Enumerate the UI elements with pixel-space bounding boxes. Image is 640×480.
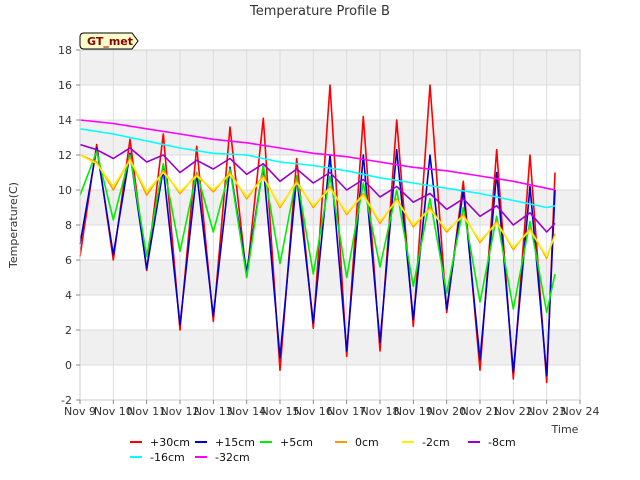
legend-item--2cm: -2cm [402,436,450,449]
y-tick-label: 2 [65,324,72,337]
x-tick-label: Nov 9 [64,405,96,418]
x-tick-label: Nov 13 [194,405,233,418]
legend-label: -16cm [150,451,185,464]
x-tick-label: Nov 22 [494,405,533,418]
x-tick-label: Nov 15 [261,405,300,418]
legend-label: -8cm [488,436,516,449]
plot-band [80,330,580,365]
y-tick-label: 10 [58,184,72,197]
series-line--2cm [79,154,556,258]
x-tick-label: Nov 16 [294,405,333,418]
x-tick-label: Nov 12 [161,405,200,418]
y-tick-label: 6 [65,254,72,267]
badge-box [79,32,139,50]
y-tick-label: -2 [61,394,72,407]
y-axis-title: Temperature(C) [7,182,20,269]
series-line--32cm [79,119,556,191]
x-tick-label: Nov 11 [127,405,166,418]
legend: +30cm +15cm +5cm 0cm -2cm -8cm -16cm -32cm [130,436,516,464]
x-tick-label: Nov 14 [227,405,266,418]
y-tick-label: 14 [58,114,72,127]
y-tick-label: 8 [65,219,72,232]
y-tick-labels: -2 0 2 4 6 8 10 12 14 16 18 [58,44,80,407]
x-axis-title: Time [551,423,579,436]
x-tick-label: Nov 10 [94,405,133,418]
y-tick-label: 18 [58,44,72,57]
legend-label: 0cm [355,436,379,449]
y-tick-label: 16 [58,79,72,92]
series-line--16cm [79,128,556,209]
x-tick-label: Nov 17 [327,405,366,418]
chart-title: Temperature Profile B [249,4,390,19]
y-tick-label: 0 [65,359,72,372]
x-tick-label: Nov 19 [394,405,433,418]
legend-item-+15cm: +15cm [195,436,255,449]
x-tick-label: Nov 18 [361,405,400,418]
x-tick-label: Nov 23 [527,405,566,418]
badge-label: GT_met [87,35,133,48]
legend-label: +5cm [280,436,313,449]
series-lines [79,84,556,384]
legend-item-+5cm: +5cm [260,436,313,449]
legend-label: -2cm [422,436,450,449]
legend-item-+30cm: +30cm [130,436,190,449]
y-tick-label: 4 [65,289,72,302]
legend-label: +30cm [150,436,190,449]
plot-band [80,120,580,155]
plot-band [80,260,580,295]
series-line-+5cm [79,150,556,314]
series-line-+15cm [79,147,556,377]
legend-label: -32cm [215,451,250,464]
x-tick-label: Nov 24 [561,405,600,418]
gt-met-badge: GT_met [79,32,139,50]
series-line--8cm [79,143,556,233]
legend-item--32cm: -32cm [195,451,250,464]
legend-item--8cm: -8cm [468,436,516,449]
plot-band [80,50,580,85]
y-tick-label: 12 [58,149,72,162]
x-tick-label: Nov 21 [461,405,500,418]
legend-item--16cm: -16cm [130,451,185,464]
legend-label: +15cm [215,436,255,449]
legend-item-0cm: 0cm [335,436,379,449]
x-tick-label: Nov 20 [427,405,466,418]
